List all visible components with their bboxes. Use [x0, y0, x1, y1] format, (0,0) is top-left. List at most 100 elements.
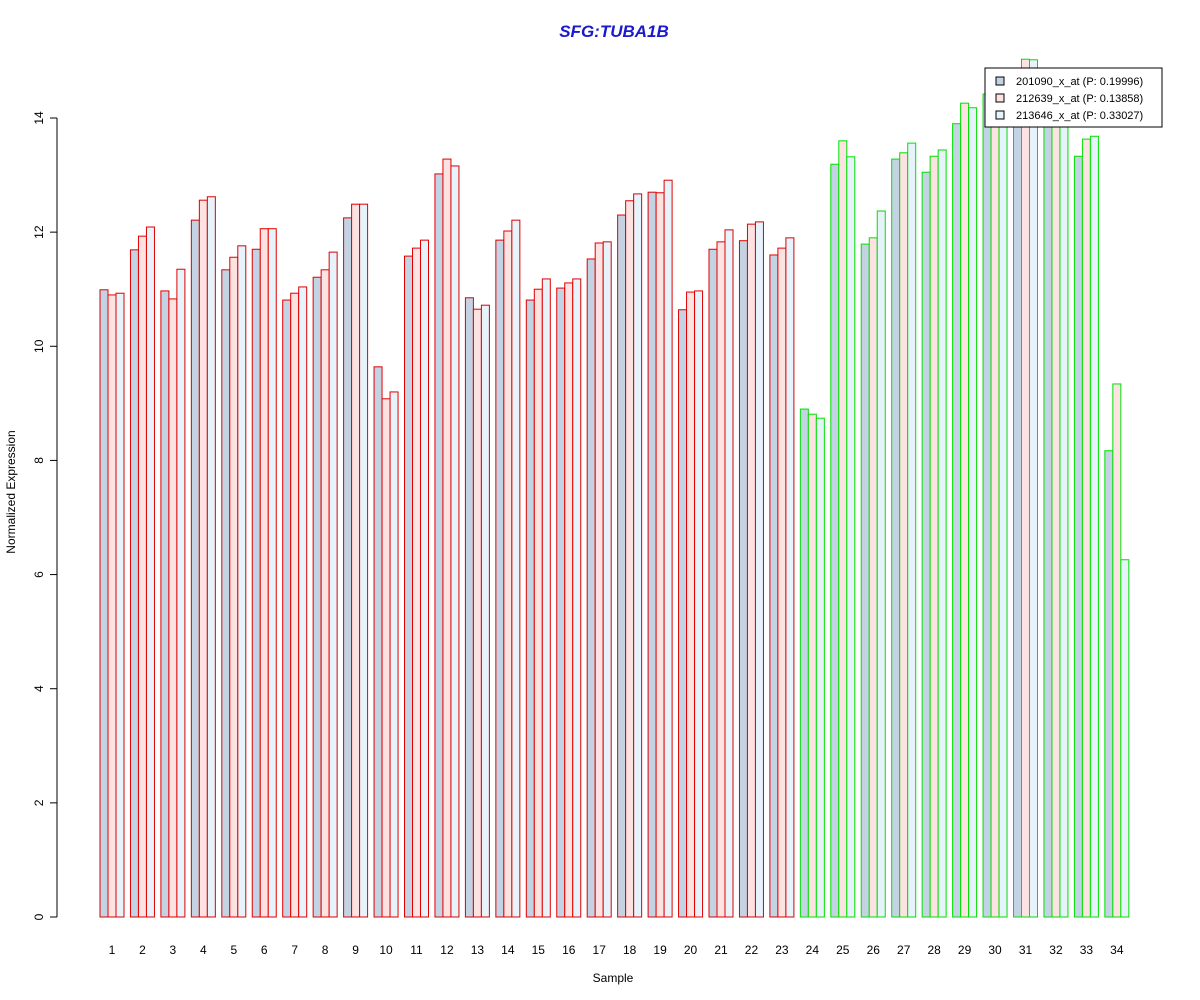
bar: [769, 254, 779, 918]
bar: [921, 171, 931, 918]
x-tick-label: 8: [322, 943, 329, 957]
x-tick-label: 13: [471, 943, 485, 957]
bar: [868, 237, 878, 918]
bar: [251, 248, 261, 918]
bar: [511, 219, 521, 918]
bar: [1021, 58, 1030, 918]
bar: [359, 203, 369, 918]
legend-swatch: [995, 110, 1005, 120]
x-tick-label: 9: [352, 943, 359, 957]
bar: [694, 290, 704, 918]
bar: [1120, 559, 1130, 918]
bar: [738, 240, 748, 918]
x-tick-label: 2: [139, 943, 146, 957]
bar: [137, 235, 147, 918]
bar: [221, 269, 231, 918]
bar: [876, 210, 886, 918]
x-tick-label: 18: [623, 943, 637, 957]
x-tick-label: 20: [684, 943, 698, 957]
x-tick-label: 16: [562, 943, 576, 957]
bar: [290, 292, 300, 918]
bar: [716, 241, 726, 918]
x-tick-label: 1: [109, 943, 116, 957]
bar: [298, 286, 308, 918]
bar: [907, 142, 917, 918]
x-tick-label: 6: [261, 943, 268, 957]
bar: [960, 102, 970, 918]
x-tick-label: 21: [714, 943, 728, 957]
bar: [799, 408, 809, 918]
bar: [617, 214, 627, 918]
bar: [891, 158, 901, 918]
bar: [404, 255, 413, 918]
bar: [533, 288, 543, 918]
bar: [282, 299, 292, 918]
bar: [846, 156, 856, 918]
bar: [952, 123, 962, 918]
bar: [807, 413, 817, 918]
bar: [115, 292, 125, 918]
bar: [663, 179, 673, 918]
bar: [1029, 59, 1038, 918]
bar: [434, 173, 444, 918]
bar: [145, 226, 155, 918]
y-tick-label: 10: [32, 339, 46, 353]
bar: [229, 256, 239, 918]
bar: [929, 155, 939, 918]
bar: [198, 199, 208, 918]
x-tick-label: 30: [988, 943, 1002, 957]
y-tick-label: 2: [32, 799, 46, 806]
x-tick-label: 19: [653, 943, 667, 957]
bar: [1059, 100, 1069, 918]
legend-swatch: [995, 93, 1005, 103]
y-tick-label: 0: [32, 913, 46, 920]
chart-title: SFG:TUBA1B: [559, 22, 669, 41]
bar: [168, 298, 178, 918]
bar: [625, 200, 635, 918]
y-tick-label: 14: [32, 111, 46, 125]
x-tick-label: 17: [593, 943, 607, 957]
bar: [480, 304, 490, 918]
bar: [586, 258, 596, 918]
x-tick-label: 26: [867, 943, 881, 957]
x-tick-label: 4: [200, 943, 207, 957]
bar: [328, 251, 338, 918]
bar: [190, 219, 200, 918]
bar: [678, 309, 688, 918]
bar: [937, 149, 947, 918]
bar: [450, 165, 460, 918]
bar: [312, 276, 322, 918]
x-tick-label: 10: [379, 943, 393, 957]
x-tick-label: 22: [745, 943, 759, 957]
bar: [633, 193, 643, 918]
bar: [351, 203, 361, 918]
x-tick-label: 12: [440, 943, 454, 957]
x-tick-label: 31: [1019, 943, 1033, 957]
x-tick-label: 28: [927, 943, 941, 957]
y-tick-label: 12: [32, 225, 46, 239]
x-tick-label: 27: [897, 943, 911, 957]
bar: [647, 191, 657, 918]
bar: [237, 245, 247, 918]
legend-label: 212639_x_at (P: 0.13858): [1016, 93, 1143, 105]
bar: [785, 237, 795, 918]
bar: [990, 103, 1000, 918]
bar: [1089, 135, 1099, 918]
bar: [777, 247, 787, 918]
bar: [541, 278, 551, 918]
legend-label: 201090_x_at (P: 0.19996): [1016, 76, 1143, 88]
x-tick-label: 32: [1049, 943, 1063, 957]
bar: [389, 391, 399, 918]
bar: [1043, 88, 1053, 918]
bar: [838, 140, 848, 918]
bar: [107, 294, 117, 918]
y-axis-label: Normalized Expression: [4, 430, 18, 553]
bar: [495, 239, 505, 918]
bar: [982, 93, 992, 918]
y-tick-label: 8: [32, 457, 46, 464]
bar: [564, 282, 574, 918]
x-tick-label: 7: [291, 943, 298, 957]
x-tick-label: 14: [501, 943, 515, 957]
